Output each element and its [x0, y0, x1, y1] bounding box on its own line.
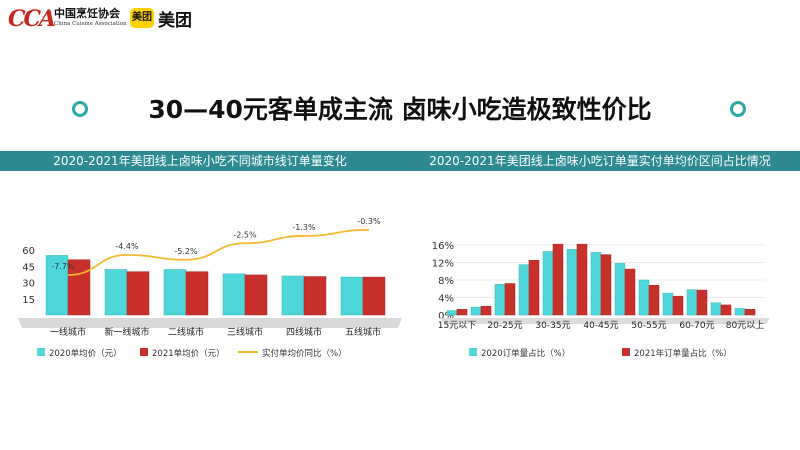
- meituan-logo-text: 美团: [158, 11, 192, 31]
- association-name-en: China Cuisine Association: [54, 21, 127, 27]
- x-tick-label: 60-70元: [679, 321, 714, 331]
- bar-2021: [600, 254, 612, 316]
- x-tick-label: 新一线城市: [104, 326, 149, 338]
- x-tick-label: 一线城市: [50, 326, 86, 338]
- legend-label-yoy: 实付单均价同比（%）: [262, 348, 347, 359]
- yoy-data-label: -4.4%: [115, 242, 139, 251]
- bar-2021: [528, 260, 540, 316]
- bar-2020: [566, 249, 578, 316]
- bar-2021: [362, 276, 386, 316]
- title-left-dot-icon: [72, 101, 88, 117]
- bar-2021: [648, 285, 660, 316]
- legend-swatch-2020: [469, 348, 477, 356]
- y-tick-label: 4%: [438, 294, 454, 305]
- bar-2020: [494, 284, 506, 316]
- x-tick-label: 50-55元: [631, 321, 666, 331]
- page-title: 30—40元客单成主流 卤味小吃造极致性价比: [148, 95, 652, 124]
- legend-label-2020: 2020订单量占比（%）: [481, 348, 570, 359]
- x-tick-label: 80元以上: [726, 320, 764, 331]
- title-right-dot-icon: [730, 101, 746, 117]
- bar-2020: [638, 279, 650, 316]
- x-tick-label: 五线城市: [345, 326, 381, 338]
- bar-2021: [744, 309, 756, 316]
- bar-2021: [244, 274, 268, 316]
- y-tick-label: 15: [22, 295, 35, 306]
- yoy-data-label: -7.7%: [51, 262, 75, 271]
- legend-label-2020: 2020单均价（元）: [49, 348, 122, 359]
- yoy-data-label: -5.2%: [174, 247, 198, 256]
- yoy-data-label: -2.5%: [233, 230, 257, 239]
- yoy-data-label: -1.3%: [292, 223, 316, 232]
- association-name-cn: 中国烹饪协会: [54, 7, 120, 20]
- legend-label-2021: 2021单均价（元）: [152, 348, 225, 359]
- legend-swatch-2021: [140, 348, 148, 356]
- bar-2021: [185, 271, 209, 316]
- bar-2020: [518, 264, 530, 316]
- bar-2020: [542, 251, 554, 316]
- y-tick-label: 8%: [438, 276, 454, 287]
- y-tick-label: 60: [22, 246, 35, 257]
- bar-2021: [696, 289, 708, 316]
- bar-2021: [504, 283, 516, 316]
- bar-2021: [480, 306, 492, 316]
- bar-2020: [614, 263, 626, 316]
- right-chart-header: 2020-2021年美团线上卤味小吃订单量实付单均价区间占比情况: [429, 154, 771, 168]
- bar-2021: [303, 276, 327, 316]
- y-tick-label: 12%: [432, 259, 454, 270]
- x-tick-label: 二线城市: [168, 326, 204, 338]
- axis-platform: [440, 318, 770, 324]
- bar-2020: [446, 310, 458, 316]
- bar-2021: [456, 309, 468, 316]
- section-header-bar: 2020-2021年美团线上卤味小吃不同城市线订单量变化 2020-2021年美…: [0, 151, 800, 171]
- y-tick-label: 30: [22, 279, 35, 290]
- x-tick-label: 三线城市: [227, 326, 263, 338]
- bar-2021: [624, 268, 636, 316]
- association-name: 中国烹饪协会 China Cuisine Association: [54, 7, 127, 28]
- bar-2021: [672, 295, 684, 316]
- bar-2020: [662, 292, 674, 316]
- bar-2021: [552, 243, 564, 316]
- bar-2020: [686, 289, 698, 316]
- x-tick-label: 15元以下: [438, 321, 476, 331]
- legend-swatch-2021: [622, 348, 630, 356]
- left-chart-header: 2020-2021年美团线上卤味小吃不同城市线订单量变化: [53, 154, 347, 168]
- y-tick-label: 0%: [438, 311, 454, 322]
- bar-2021: [126, 271, 150, 316]
- y-tick-label: 45: [22, 262, 35, 273]
- bar-2020: [590, 252, 602, 316]
- x-tick-label: 20-25元: [487, 321, 522, 331]
- cca-logo: CCA: [8, 6, 56, 32]
- bar-2020: [734, 308, 746, 316]
- y-tick-label: 16%: [432, 241, 454, 252]
- bar-2021: [576, 243, 588, 316]
- x-tick-label: 四线城市: [286, 326, 322, 338]
- legend-swatch-2020: [37, 348, 45, 356]
- yoy-data-label: -0.3%: [357, 217, 381, 226]
- x-tick-label: 30-35元: [535, 321, 570, 331]
- axis-platform: [18, 318, 402, 328]
- x-tick-label: 40-45元: [583, 321, 618, 331]
- bar-2020: [710, 302, 722, 316]
- bar-2021: [67, 259, 91, 316]
- bar-2020: [470, 306, 482, 316]
- meituan-logo-badge: 美团: [130, 8, 154, 28]
- yoy-change-line: [67, 228, 370, 276]
- legend-label-2021: 2021年订单量占比（%）: [634, 348, 732, 359]
- bar-2021: [720, 304, 732, 316]
